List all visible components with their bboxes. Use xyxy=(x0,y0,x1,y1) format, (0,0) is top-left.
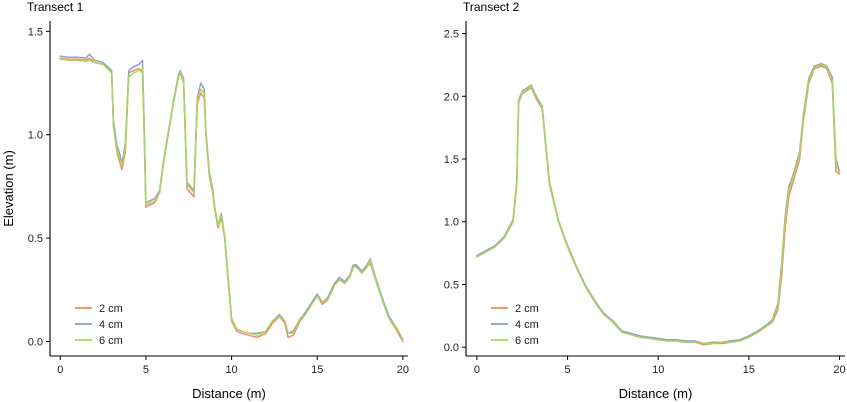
panel-transect-1: Transect 1 0 5 10 15 20 0.0 0.5 1.0 1.5 Distance (… xyxy=(1,0,409,401)
x-tick-label: 5 xyxy=(564,364,570,376)
series-line-4-cm xyxy=(59,53,404,341)
panel-transect-2: Transect 2 0 5 10 15 20 0.0 0.5 1.0 1.5 2.0 2.5 Dist… xyxy=(444,0,846,401)
y-tick-label: 2.0 xyxy=(444,91,459,103)
y-tick-label: 2.5 xyxy=(444,29,459,41)
y-axis-label: Elevation (m) xyxy=(1,150,16,227)
x-axis-label: Distance (m) xyxy=(192,386,266,401)
x-tick-label: 15 xyxy=(311,364,323,376)
series-line-4-cm xyxy=(476,62,841,345)
y-tick-label: 1.5 xyxy=(28,26,43,38)
x-tick-label: 20 xyxy=(397,364,409,376)
x-tick-label: 15 xyxy=(743,364,755,376)
x-tick-label: 5 xyxy=(143,364,149,376)
series-line-2-cm xyxy=(59,57,404,343)
x-tick-label: 10 xyxy=(652,364,664,376)
y-tick-label: 0.5 xyxy=(28,233,43,245)
x-tick-label: 20 xyxy=(833,364,845,376)
y-tick-label: 1.0 xyxy=(28,130,43,142)
y-tick-label: 1.0 xyxy=(444,217,459,229)
legend-label: 6 cm xyxy=(99,335,123,347)
y-tick-label: 0.0 xyxy=(28,337,43,349)
y-tick-label: 0.0 xyxy=(444,342,459,354)
panel-title: Transect 2 xyxy=(463,0,520,14)
y-tick-label: 0.5 xyxy=(444,279,459,291)
series-line-6-cm xyxy=(476,64,841,345)
x-axis-label: Distance (m) xyxy=(619,386,693,401)
legend-label: 2 cm xyxy=(515,303,539,315)
legend-label: 2 cm xyxy=(99,303,123,315)
x-tick-label: 0 xyxy=(474,364,480,376)
panel-title: Transect 1 xyxy=(27,0,84,14)
x-tick-label: 0 xyxy=(57,364,63,376)
series-line-6-cm xyxy=(59,58,404,341)
y-tick-label: 1.5 xyxy=(444,154,459,166)
x-tick-label: 10 xyxy=(225,364,237,376)
legend-label: 4 cm xyxy=(515,319,539,331)
legend-label: 4 cm xyxy=(99,319,123,331)
legend-label: 6 cm xyxy=(515,335,539,347)
